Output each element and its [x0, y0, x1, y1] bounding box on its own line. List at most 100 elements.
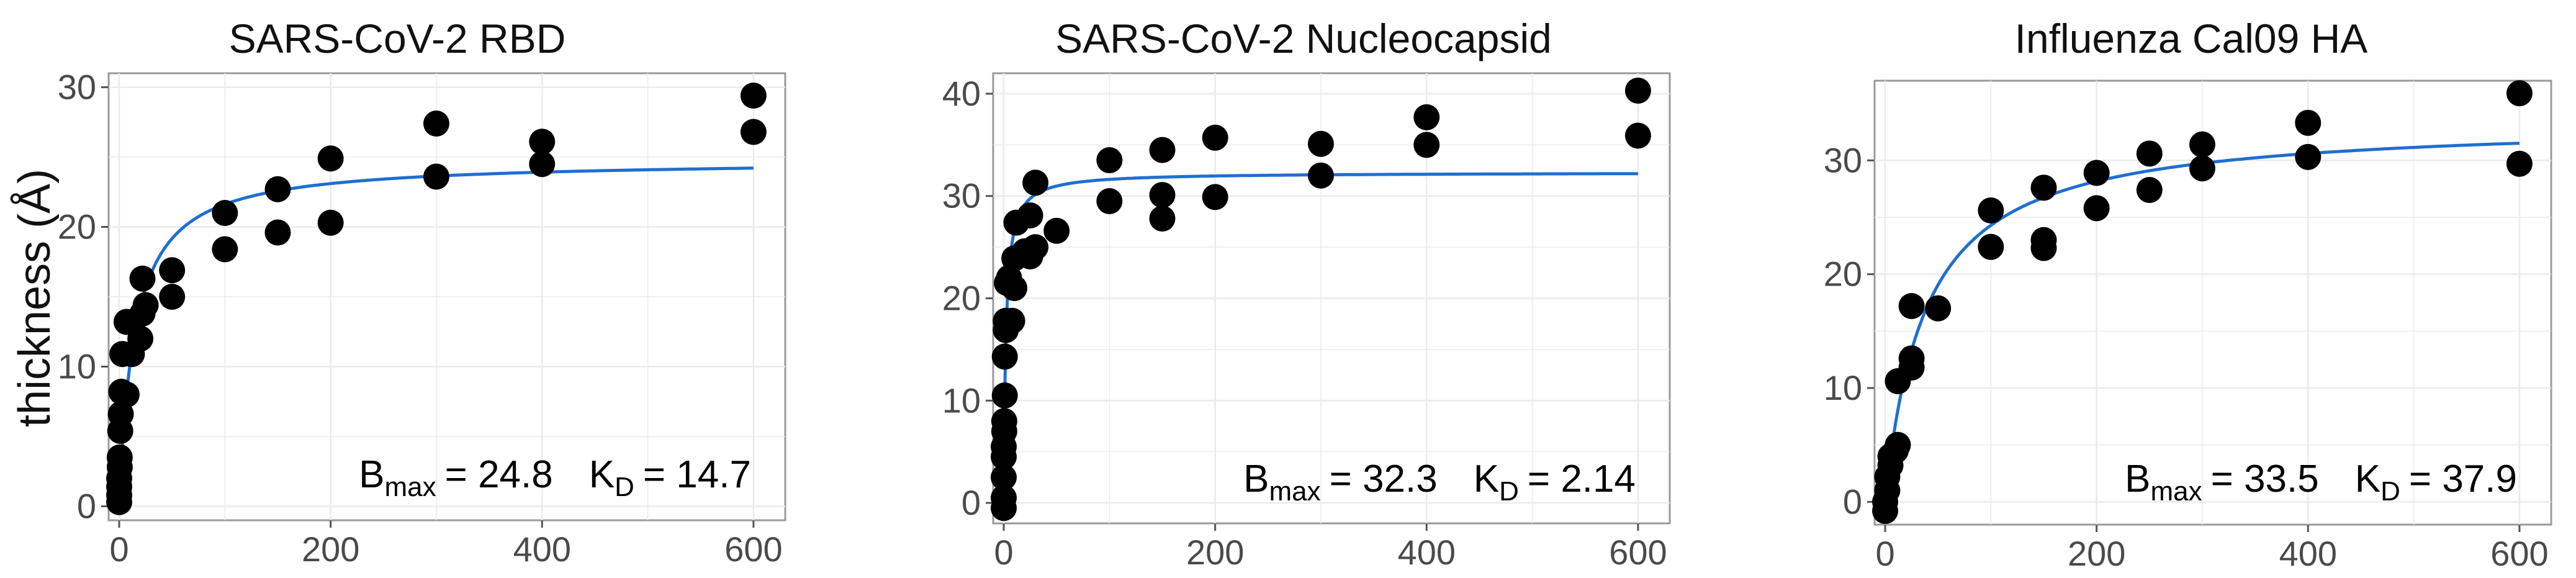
y-tick-label: 0: [961, 483, 981, 522]
data-point: [1624, 78, 1651, 104]
data-point: [132, 292, 159, 318]
data-point: [2083, 195, 2110, 222]
data-points: [1872, 80, 2533, 524]
data-point: [1043, 217, 1070, 244]
kd-subscript: D: [1499, 476, 1519, 507]
data-point: [423, 163, 449, 190]
x-tick-label: 600: [724, 530, 782, 569]
data-point: [129, 265, 156, 292]
x-tick-label: 200: [302, 530, 359, 569]
y-tick-label: 10: [58, 347, 96, 386]
data-point: [2136, 140, 2163, 167]
panel-title: Influenza Cal09 HA: [2015, 16, 2368, 61]
y-axis-label: thickness (Å): [10, 169, 60, 427]
panel-sars-cov-2-nucleocapsid: SARS-CoV-2 Nucleocapsid 0 10 20 30 40 0 200 40…: [942, 16, 1671, 572]
fit-annotation: Bmax = 24.8 KD = 14.7: [359, 453, 751, 502]
data-point: [1022, 169, 1049, 196]
data-point: [1413, 132, 1440, 158]
data-point: [1978, 197, 2004, 224]
panel-influenza-cal09-ha: Influenza Cal09 HA 0 10 20 30 0 200 400 600 Bm…: [1824, 16, 2552, 573]
data-point: [991, 408, 1017, 435]
y-ticks: 0 10 20 30: [58, 68, 109, 526]
panel-sars-cov-2-rbd: SARS-CoV-2 RBD 0 10 20 30 0 200 400 600 Bmax = …: [58, 16, 786, 569]
kd-subscript: D: [615, 472, 634, 502]
y-tick-label: 30: [58, 68, 96, 107]
x-tick-label: 0: [994, 533, 1013, 572]
data-point: [1885, 431, 1911, 458]
data-point: [113, 381, 140, 408]
data-point: [991, 464, 1017, 490]
data-point: [1001, 275, 1028, 302]
data-point: [1022, 234, 1049, 261]
y-tick-label: 10: [942, 381, 981, 420]
data-point: [1149, 182, 1176, 209]
kd-subscript: D: [2380, 476, 2400, 507]
data-point: [991, 343, 1018, 370]
data-point: [264, 176, 291, 202]
y-tick-label: 30: [942, 176, 981, 215]
data-point: [2295, 143, 2322, 170]
panel-title: SARS-CoV-2 Nucleocapsid: [1055, 16, 1552, 61]
bmax-subscript: max: [385, 472, 436, 502]
data-point: [1978, 233, 2004, 260]
data-point: [159, 284, 186, 310]
bmax-symbol: B: [359, 453, 384, 496]
data-point: [2506, 80, 2533, 107]
x-tick-label: 600: [1609, 533, 1667, 572]
x-ticks: 0 200 400 600: [1875, 525, 2549, 573]
y-tick-label: 20: [942, 279, 981, 318]
data-point: [2295, 109, 2322, 136]
bmax-symbol: B: [2125, 458, 2150, 500]
x-tick-label: 200: [2068, 534, 2125, 573]
data-point: [1624, 122, 1651, 149]
bmax-value: = 32.3: [1330, 458, 1438, 500]
kd-symbol: K: [589, 453, 615, 496]
bmax-symbol: B: [1243, 458, 1269, 500]
data-point: [529, 129, 556, 155]
data-point: [2189, 131, 2215, 158]
data-point: [1925, 295, 1952, 322]
bmax-subscript: max: [2151, 476, 2202, 507]
y-tick-label: 20: [1824, 255, 1862, 294]
x-tick-label: 0: [109, 530, 128, 569]
fit-annotation: Bmax = 32.3 KD = 2.14: [1243, 458, 1636, 507]
data-point: [991, 382, 1018, 409]
data-point: [1898, 345, 1925, 372]
grid: [1875, 81, 2551, 525]
data-point: [1307, 162, 1334, 189]
kd-value: = 14.7: [643, 453, 751, 496]
y-ticks: 0 10 20 30: [1824, 140, 1875, 521]
panel-title: SARS-CoV-2 RBD: [229, 16, 566, 61]
x-tick-label: 600: [2490, 534, 2548, 573]
data-point: [2083, 160, 2110, 186]
data-point: [106, 444, 133, 471]
y-tick-label: 20: [58, 207, 96, 246]
data-point: [127, 325, 154, 352]
data-point: [212, 236, 238, 263]
data-point: [991, 484, 1017, 511]
data-point: [2030, 227, 2057, 253]
data-point: [1413, 104, 1440, 130]
data-point: [2136, 177, 2163, 203]
data-point: [107, 401, 134, 427]
kd-value: = 37.9: [2409, 458, 2517, 500]
plot-area: [1873, 79, 2552, 526]
data-point: [1202, 184, 1228, 210]
fit-annotation: Bmax = 33.5 KD = 37.9: [2125, 458, 2517, 507]
y-tick-label: 0: [77, 487, 96, 526]
kd-value: = 2.14: [1528, 458, 1636, 500]
data-point: [1149, 137, 1176, 163]
data-point: [317, 145, 344, 172]
data-point: [1307, 130, 1334, 157]
data-point: [999, 307, 1025, 334]
data-point: [1096, 187, 1123, 214]
y-tick-label: 30: [1824, 140, 1862, 179]
kd-symbol: K: [1474, 458, 1499, 500]
bmax-value: = 33.5: [2211, 458, 2319, 500]
y-ticks: 0 10 20 30 40: [942, 74, 993, 522]
data-point: [1202, 124, 1228, 151]
data-point: [1096, 147, 1123, 174]
x-ticks: 0 200 400 600: [109, 520, 783, 569]
data-point: [740, 83, 767, 109]
